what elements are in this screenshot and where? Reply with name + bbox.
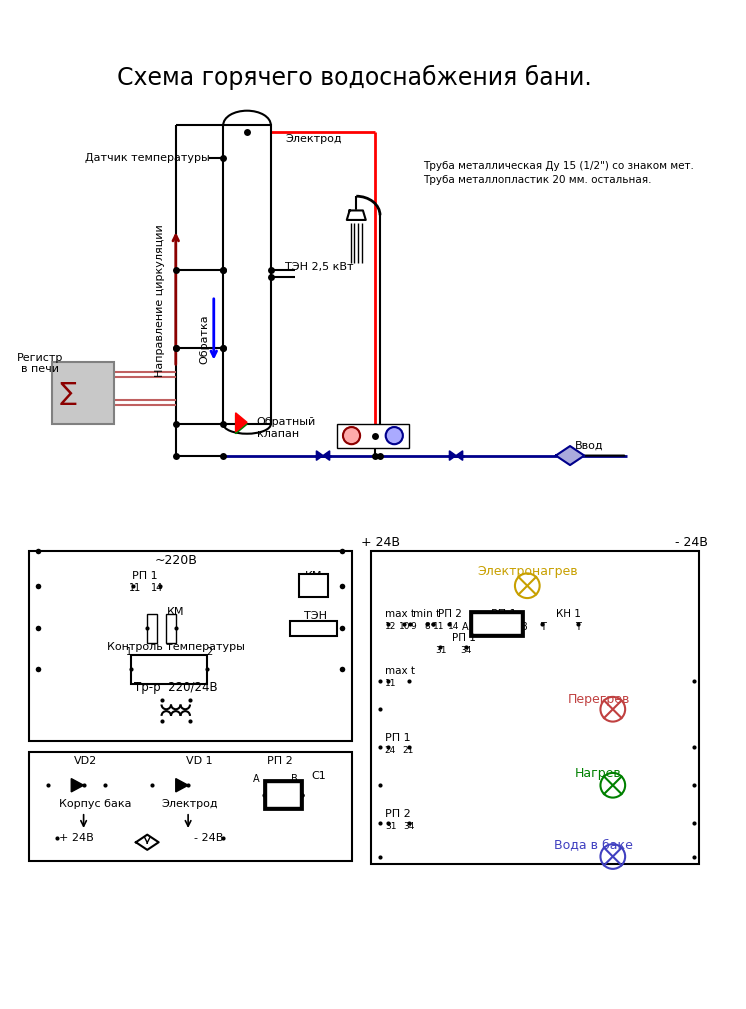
Text: РП 1: РП 1	[385, 733, 410, 743]
Text: 10: 10	[399, 623, 410, 631]
Polygon shape	[347, 211, 366, 220]
Text: A: A	[463, 622, 468, 632]
Text: Датчик температуры: Датчик температуры	[85, 153, 210, 163]
Text: Перегрев: Перегрев	[568, 693, 630, 706]
Text: КМ: КМ	[167, 607, 184, 618]
Circle shape	[386, 427, 403, 444]
Text: T: T	[574, 622, 580, 632]
Text: 11: 11	[433, 623, 445, 631]
Text: РП 1: РП 1	[491, 609, 516, 620]
Text: Электрод: Электрод	[285, 134, 342, 144]
Polygon shape	[456, 451, 463, 460]
Bar	[28, 752, 351, 862]
Polygon shape	[136, 834, 159, 850]
Bar	[52, 362, 114, 424]
Text: Нагрев: Нагрев	[575, 768, 622, 780]
Text: Обратный: Обратный	[257, 418, 316, 428]
Bar	[472, 613, 521, 635]
Polygon shape	[316, 451, 323, 460]
Text: 14: 14	[448, 623, 460, 631]
Circle shape	[343, 427, 360, 444]
Text: РП 2: РП 2	[438, 609, 462, 620]
Text: Направление циркуляции: Направление циркуляции	[154, 224, 165, 377]
Text: РП 1: РП 1	[451, 633, 476, 643]
Text: B: B	[291, 774, 298, 784]
Text: max t: max t	[385, 609, 415, 620]
Polygon shape	[449, 451, 456, 460]
Text: 14: 14	[151, 582, 163, 592]
Polygon shape	[556, 446, 584, 465]
Text: VD2: VD2	[74, 757, 97, 767]
Text: 1: 1	[126, 647, 132, 657]
Text: Вода в баке: Вода в баке	[554, 837, 633, 851]
Text: Обратка: Обратка	[199, 314, 210, 363]
Bar	[289, 621, 337, 636]
Bar	[223, 125, 271, 424]
Text: 12: 12	[385, 623, 396, 631]
Text: КН 1: КН 1	[556, 609, 580, 620]
Text: Схема горячего водоснабжения бани.: Схема горячего водоснабжения бани.	[117, 65, 592, 90]
Text: 34: 34	[403, 821, 414, 830]
Text: Тр-р  220/24В: Тр-р 220/24В	[134, 681, 218, 694]
Bar	[470, 611, 522, 636]
Text: A: A	[253, 774, 260, 784]
Bar	[264, 781, 302, 809]
Polygon shape	[236, 413, 247, 432]
Text: клапан: клапан	[257, 429, 298, 439]
Bar	[266, 782, 300, 807]
Bar	[28, 551, 351, 741]
Text: + 24В: + 24В	[360, 537, 400, 550]
Text: - 24В: - 24В	[675, 537, 708, 550]
Text: 34: 34	[460, 646, 471, 655]
Text: ∑: ∑	[60, 380, 77, 405]
Polygon shape	[323, 451, 330, 460]
Text: VD 1: VD 1	[186, 757, 213, 767]
Text: 31: 31	[385, 821, 396, 830]
Text: + 24В: + 24В	[59, 833, 93, 844]
Text: Труба металлопластик 20 мм. остальная.: Труба металлопластик 20 мм. остальная.	[423, 175, 651, 185]
Text: РП 1: РП 1	[131, 571, 157, 581]
Text: 21: 21	[403, 746, 414, 755]
Text: Корпус бака: Корпус бака	[59, 799, 131, 809]
Text: Труба металлическая Ду 15 (1/2") со знаком мет.: Труба металлическая Ду 15 (1/2") со знак…	[423, 160, 694, 171]
Text: РП 2: РП 2	[385, 809, 410, 818]
Bar	[147, 614, 157, 643]
Text: 11: 11	[385, 679, 396, 688]
Text: 31: 31	[435, 646, 447, 655]
Text: B: B	[521, 622, 528, 632]
Text: 8: 8	[424, 623, 430, 631]
Polygon shape	[72, 779, 84, 792]
Text: ТЭН 2,5 кВт: ТЭН 2,5 кВт	[285, 262, 354, 272]
Text: Ввод: Ввод	[574, 441, 604, 451]
Text: 2: 2	[206, 647, 212, 657]
Text: С1: С1	[311, 771, 326, 781]
Text: ТЭН: ТЭН	[304, 611, 327, 622]
Polygon shape	[236, 415, 247, 434]
Bar	[371, 551, 699, 864]
Bar	[337, 424, 409, 448]
Text: 11: 11	[129, 582, 141, 592]
Text: max t: max t	[385, 666, 415, 676]
Bar	[299, 574, 327, 597]
Bar	[131, 655, 207, 683]
Text: min t: min t	[413, 609, 440, 620]
Polygon shape	[176, 779, 188, 792]
Text: РП 2: РП 2	[267, 757, 293, 767]
Bar	[166, 614, 176, 643]
Text: Контроль температуры: Контроль температуры	[107, 643, 245, 653]
Text: Электронагрев: Электронагрев	[477, 565, 577, 578]
Text: T: T	[541, 622, 546, 632]
Text: 24: 24	[385, 746, 396, 755]
Text: - 24В: - 24В	[194, 833, 224, 844]
Text: Регистр: Регистр	[16, 353, 63, 362]
Text: КМ: КМ	[305, 571, 322, 581]
Text: в печи: в печи	[21, 364, 59, 374]
Text: ~220В: ~220В	[154, 554, 197, 567]
Text: Электрод: Электрод	[162, 799, 219, 809]
Text: 9: 9	[410, 623, 416, 631]
